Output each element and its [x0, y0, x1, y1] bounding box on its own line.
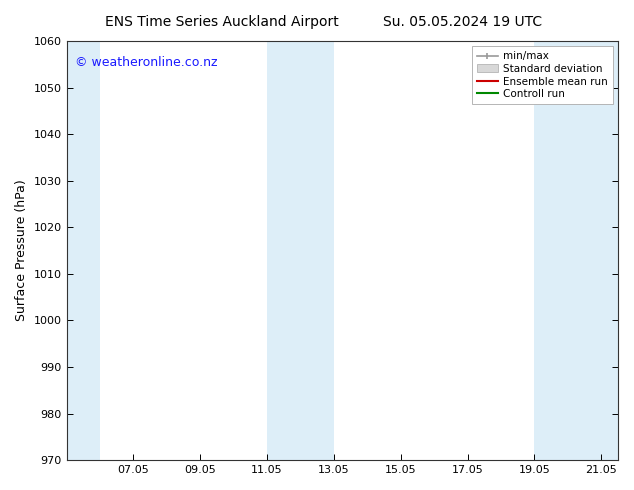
Text: ENS Time Series Auckland Airport: ENS Time Series Auckland Airport	[105, 15, 339, 29]
Y-axis label: Surface Pressure (hPa): Surface Pressure (hPa)	[15, 180, 28, 321]
Legend: min/max, Standard deviation, Ensemble mean run, Controll run: min/max, Standard deviation, Ensemble me…	[472, 46, 613, 104]
Text: © weatheronline.co.nz: © weatheronline.co.nz	[75, 56, 217, 69]
Bar	[67, 41, 100, 460]
Bar	[534, 41, 618, 460]
Bar	[267, 41, 334, 460]
Text: Su. 05.05.2024 19 UTC: Su. 05.05.2024 19 UTC	[384, 15, 542, 29]
